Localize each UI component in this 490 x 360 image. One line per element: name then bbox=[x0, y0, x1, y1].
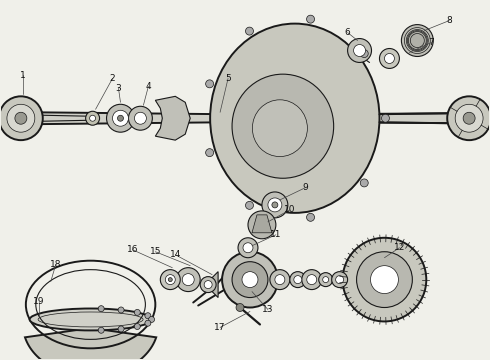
Text: 8: 8 bbox=[446, 16, 452, 25]
Circle shape bbox=[238, 238, 258, 258]
Polygon shape bbox=[31, 112, 230, 124]
Circle shape bbox=[354, 45, 366, 57]
Circle shape bbox=[268, 198, 282, 212]
Circle shape bbox=[360, 179, 368, 187]
Ellipse shape bbox=[232, 74, 334, 178]
Circle shape bbox=[236, 303, 244, 311]
Circle shape bbox=[407, 31, 427, 50]
Circle shape bbox=[128, 106, 152, 130]
Circle shape bbox=[307, 213, 315, 221]
Circle shape bbox=[160, 270, 180, 289]
Circle shape bbox=[275, 275, 285, 285]
Circle shape bbox=[463, 112, 475, 124]
Circle shape bbox=[343, 238, 426, 321]
Circle shape bbox=[302, 270, 322, 289]
Text: 15: 15 bbox=[149, 247, 161, 256]
Text: 1: 1 bbox=[20, 71, 26, 80]
Polygon shape bbox=[205, 272, 218, 298]
Circle shape bbox=[357, 252, 413, 307]
Circle shape bbox=[272, 202, 278, 208]
Circle shape bbox=[7, 104, 35, 132]
Text: 19: 19 bbox=[33, 297, 45, 306]
Circle shape bbox=[0, 96, 43, 140]
Polygon shape bbox=[310, 113, 459, 123]
Circle shape bbox=[134, 310, 140, 315]
Circle shape bbox=[106, 104, 134, 132]
Circle shape bbox=[15, 112, 27, 124]
Circle shape bbox=[262, 192, 288, 218]
Circle shape bbox=[168, 278, 172, 282]
Circle shape bbox=[379, 49, 399, 68]
Text: 12: 12 bbox=[393, 243, 405, 252]
Circle shape bbox=[206, 80, 214, 88]
Circle shape bbox=[360, 50, 368, 58]
Text: 2: 2 bbox=[110, 74, 115, 83]
Polygon shape bbox=[25, 319, 156, 360]
Text: 14: 14 bbox=[170, 250, 181, 259]
Text: 6: 6 bbox=[345, 28, 350, 37]
Circle shape bbox=[270, 270, 290, 289]
Circle shape bbox=[113, 110, 128, 126]
Circle shape bbox=[248, 211, 276, 239]
Circle shape bbox=[222, 252, 278, 307]
Circle shape bbox=[134, 324, 140, 329]
Text: 11: 11 bbox=[270, 230, 282, 239]
Text: 18: 18 bbox=[50, 260, 61, 269]
Circle shape bbox=[148, 316, 154, 323]
Circle shape bbox=[447, 96, 490, 140]
Ellipse shape bbox=[29, 309, 151, 330]
Text: 16: 16 bbox=[127, 245, 138, 254]
Circle shape bbox=[307, 15, 315, 23]
Circle shape bbox=[332, 272, 347, 288]
Circle shape bbox=[455, 104, 483, 132]
Circle shape bbox=[232, 262, 268, 298]
Circle shape bbox=[206, 149, 214, 157]
Text: 4: 4 bbox=[146, 82, 151, 91]
Circle shape bbox=[90, 115, 96, 121]
Circle shape bbox=[145, 313, 151, 319]
Text: 7: 7 bbox=[428, 38, 434, 47]
Circle shape bbox=[118, 307, 124, 313]
Circle shape bbox=[165, 275, 175, 285]
Text: 10: 10 bbox=[284, 206, 295, 215]
Circle shape bbox=[176, 268, 200, 292]
Text: 17: 17 bbox=[214, 323, 226, 332]
Text: 13: 13 bbox=[262, 305, 273, 314]
Ellipse shape bbox=[252, 100, 307, 157]
Ellipse shape bbox=[210, 24, 379, 213]
Text: 3: 3 bbox=[116, 84, 122, 93]
Circle shape bbox=[290, 272, 306, 288]
Circle shape bbox=[382, 114, 390, 122]
Circle shape bbox=[370, 266, 398, 293]
Circle shape bbox=[245, 27, 253, 35]
Circle shape bbox=[118, 326, 124, 332]
Text: 9: 9 bbox=[302, 184, 308, 193]
Circle shape bbox=[182, 274, 194, 285]
Circle shape bbox=[245, 201, 253, 210]
Circle shape bbox=[347, 39, 371, 62]
Circle shape bbox=[307, 275, 317, 285]
Circle shape bbox=[134, 112, 147, 124]
Polygon shape bbox=[252, 215, 272, 233]
Circle shape bbox=[145, 320, 151, 326]
Circle shape bbox=[86, 111, 99, 125]
Circle shape bbox=[98, 327, 104, 333]
Circle shape bbox=[200, 276, 216, 293]
Circle shape bbox=[98, 306, 104, 312]
Circle shape bbox=[323, 276, 329, 283]
Circle shape bbox=[336, 276, 343, 284]
Circle shape bbox=[294, 276, 302, 284]
Circle shape bbox=[318, 273, 333, 287]
Circle shape bbox=[118, 115, 123, 121]
Circle shape bbox=[401, 24, 433, 57]
Circle shape bbox=[385, 54, 394, 63]
Circle shape bbox=[204, 280, 212, 289]
Polygon shape bbox=[155, 96, 190, 140]
Text: 5: 5 bbox=[225, 74, 231, 83]
Circle shape bbox=[243, 243, 253, 253]
Circle shape bbox=[242, 272, 258, 288]
